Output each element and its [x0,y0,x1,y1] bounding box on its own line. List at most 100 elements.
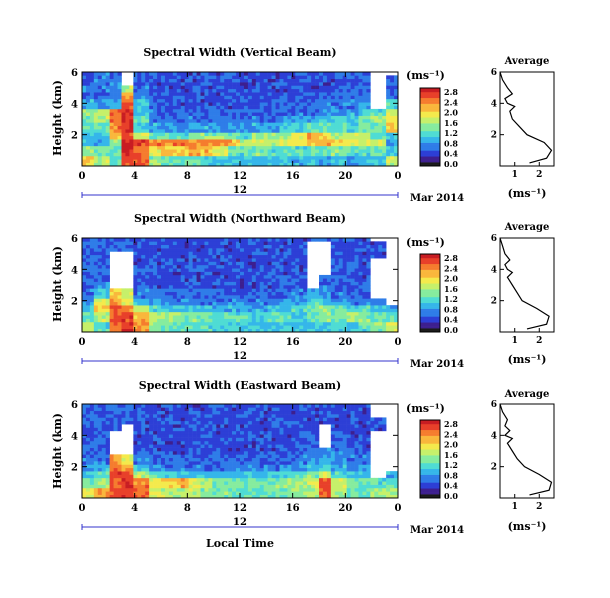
heatmap-cell [157,105,162,110]
heatmap-cell [137,251,142,256]
heatmap-cell [89,78,95,83]
heatmap-cell [121,135,126,140]
heatmap-cell [93,85,99,90]
heatmap-cell [204,271,209,276]
heatmap-cell [89,427,95,432]
heatmap-cell [236,315,241,319]
colorbar-segment [420,318,440,321]
heatmap-cell [204,88,209,93]
heatmap-cell [224,139,229,143]
heatmap-cell [299,92,304,96]
heatmap-cell [141,467,146,472]
heatmap-cell [342,129,347,133]
heatmap-cell [243,244,249,249]
heatmap-cell [93,82,99,86]
heatmap-cell [133,494,138,499]
heatmap-cell [228,271,233,276]
heatmap-cell [358,125,363,130]
heatmap-cell [161,467,166,472]
average-y-tick-label: 2 [491,297,497,307]
heatmap-cell [105,274,110,279]
heatmap-cell [125,328,130,333]
heatmap-cell [141,444,146,448]
heatmap-cell [168,447,174,452]
heatmap-cell [386,98,391,103]
heatmap-cell [109,328,114,333]
heatmap-cell [394,152,399,157]
heatmap-cell [176,311,182,316]
heatmap-cell [271,72,276,76]
heatmap-cell [129,102,134,106]
heatmap-cell [342,325,347,329]
heatmap-cell [164,471,170,475]
heatmap-cell [263,285,268,289]
heatmap-cell [386,162,391,167]
heatmap-cell [105,454,110,459]
heatmap-cell [161,122,166,127]
heatmap-cell [192,254,197,259]
heatmap-cell [196,305,201,309]
heatmap-cell [125,88,130,93]
colorbar-unit-label: (ms⁻¹) [406,236,445,249]
heatmap-cell [303,281,308,286]
heatmap-cell [255,254,261,259]
heatmap-cell [267,102,272,106]
heatmap-cell [153,454,158,459]
heatmap-cell [350,162,355,167]
heatmap-cell [82,254,87,259]
heatmap-cell [382,108,387,113]
heatmap-cell [137,75,142,80]
heatmap-cell [161,274,166,279]
heatmap-cell [196,135,201,140]
heatmap-cell [82,274,87,279]
heatmap-cell [141,484,146,489]
heatmap-cell [172,251,178,256]
heatmap-cell [204,82,209,86]
heatmap-cell [149,487,154,492]
heatmap-cell [342,85,347,90]
heatmap-cell [263,281,268,286]
heatmap-cell [287,102,292,106]
heatmap-cell [176,264,182,269]
heatmap-cell [382,325,387,329]
heatmap-cell [125,407,130,412]
heatmap-cell [208,261,213,266]
heatmap-cell [378,254,383,259]
heatmap-cell [342,274,347,279]
heatmap-cell [97,112,103,116]
heatmap-cell [157,451,162,455]
heatmap-cell [275,295,280,299]
heatmap-cell [228,98,233,103]
heatmap-cell [82,295,87,299]
heatmap-cell [240,162,245,167]
heatmap-cell [200,139,205,143]
heatmap-cell [346,268,351,272]
heatmap-cell [354,98,359,103]
heatmap-cell [153,125,158,130]
heatmap-cell [129,295,134,299]
heatmap-cell [176,291,182,296]
heatmap-cell [299,85,304,90]
heatmap-cell [105,102,110,106]
heatmap-cell [394,142,399,147]
heatmap-cell [129,311,134,316]
heatmap-cell [145,404,150,408]
heatmap-cell [362,102,367,106]
heatmap-cell [354,92,359,96]
heatmap-cell [220,129,225,133]
heatmap-cell [251,268,257,272]
heatmap-cell [303,321,308,326]
heatmap-cell [362,88,367,93]
heatmap-cell [212,305,217,309]
heatmap-cell [141,75,146,80]
heatmap-cell [255,308,261,313]
heatmap-cell [283,311,288,316]
heatmap-cell [204,112,209,116]
heatmap-cell [129,315,134,319]
heatmap-cell [176,258,182,262]
heatmap-cell [319,325,324,329]
heatmap-cell [204,244,209,249]
heatmap-cell [346,308,351,313]
heatmap-cell [204,92,209,96]
heatmap-cell [172,321,178,326]
